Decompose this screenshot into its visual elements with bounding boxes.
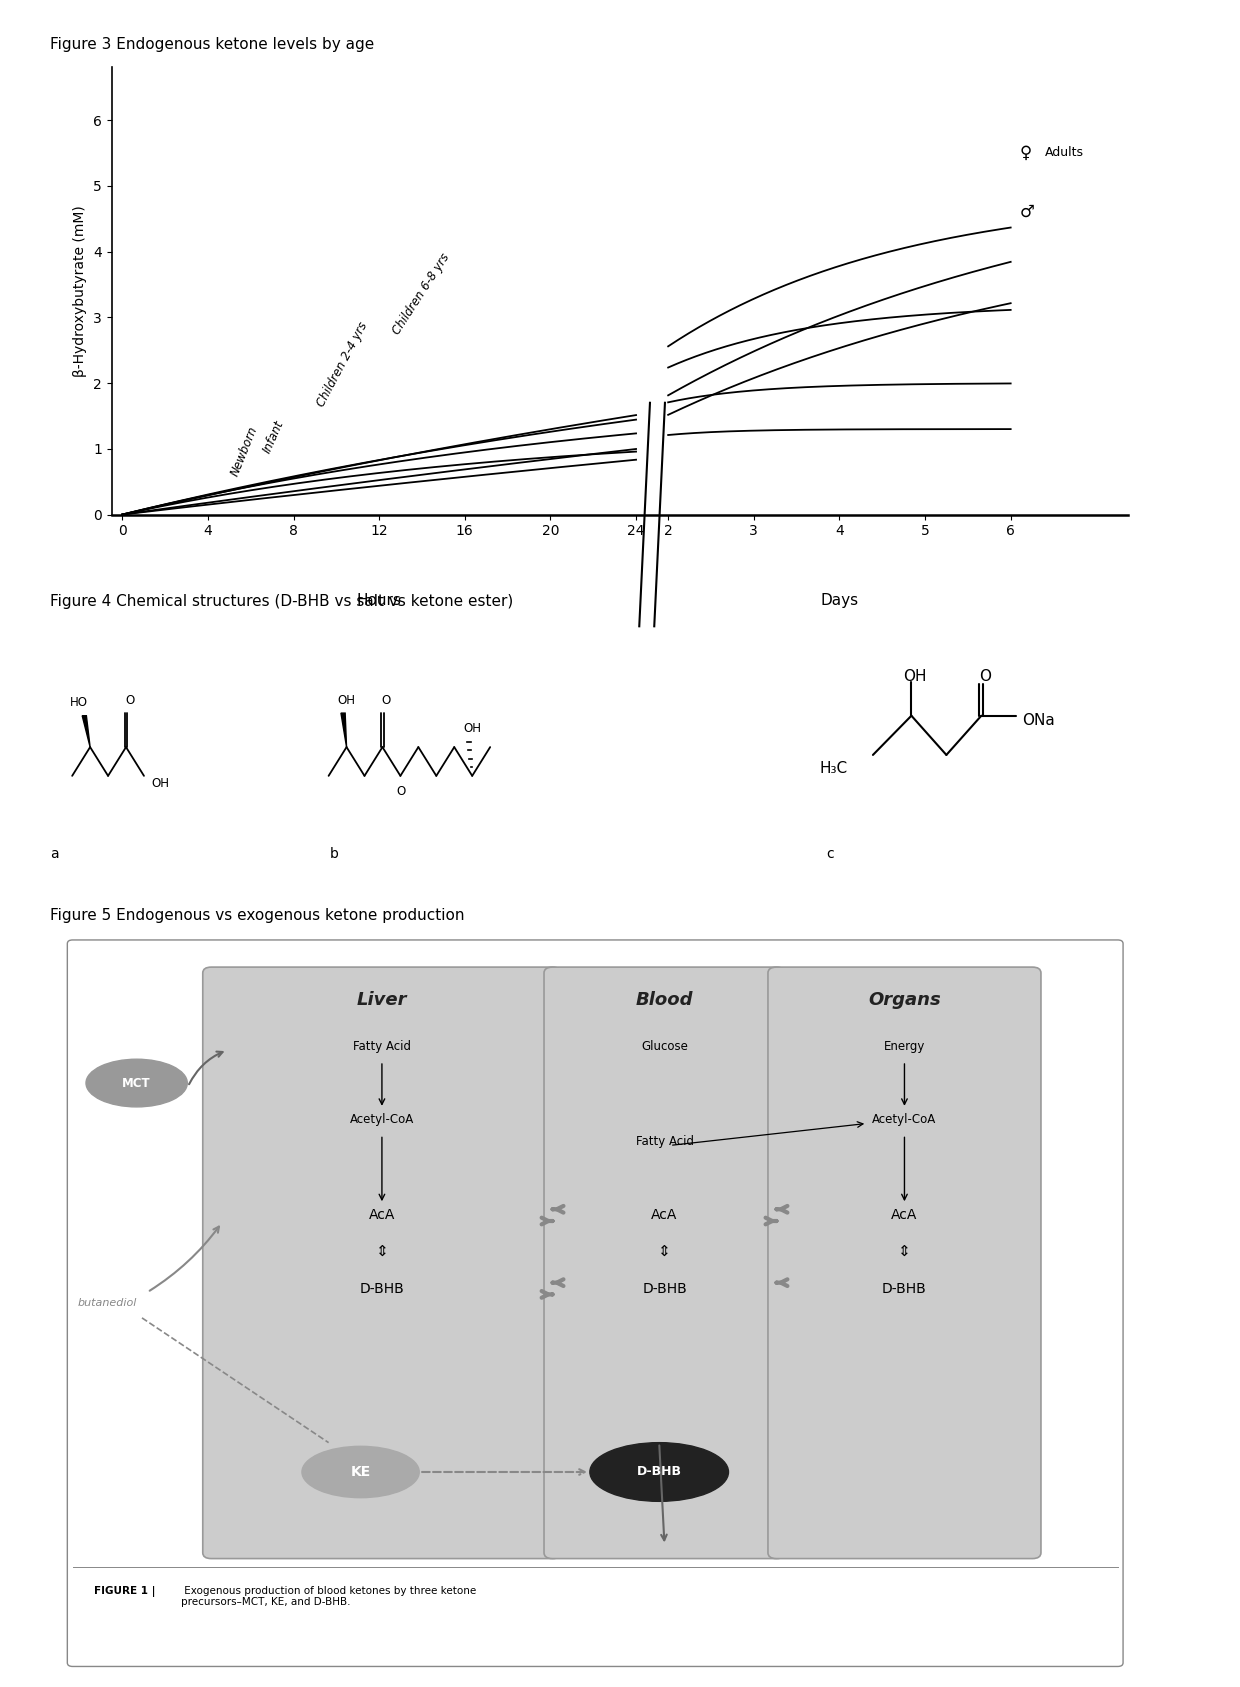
Text: Adults: Adults [1045,147,1084,160]
Text: Acetyl-CoA: Acetyl-CoA [872,1113,936,1127]
Text: Fatty Acid: Fatty Acid [636,1135,693,1149]
Text: Children 2-4 yrs: Children 2-4 yrs [314,321,370,410]
Text: c: c [826,847,833,862]
Text: ♀: ♀ [1019,143,1032,162]
Text: Acetyl-CoA: Acetyl-CoA [350,1113,414,1127]
Text: b: b [330,847,339,862]
Text: AcA: AcA [892,1208,918,1221]
FancyBboxPatch shape [67,940,1123,1667]
Text: Fatty Acid: Fatty Acid [353,1039,410,1053]
Text: O: O [125,693,134,707]
Text: FIGURE 1 |: FIGURE 1 | [94,1586,155,1596]
Text: ⇕: ⇕ [658,1245,671,1259]
Text: Liver: Liver [357,992,407,1009]
Text: KE: KE [351,1464,371,1479]
Text: Exogenous production of blood ketones by three ketone
precursors–MCT, KE, and D-: Exogenous production of blood ketones by… [181,1586,476,1608]
Text: Days: Days [821,594,858,609]
Text: OH: OH [151,778,169,790]
Text: Blood: Blood [636,992,693,1009]
Text: ⇕: ⇕ [376,1245,388,1259]
Text: Infant: Infant [260,418,286,455]
Text: Figure 3 Endogenous ketone levels by age: Figure 3 Endogenous ketone levels by age [50,37,373,52]
Text: OH: OH [337,693,356,707]
Text: MCT: MCT [123,1076,151,1090]
FancyBboxPatch shape [768,967,1040,1559]
Text: OH: OH [464,722,481,736]
Text: Hours: Hours [357,594,402,609]
Text: Children 6-8 yrs: Children 6-8 yrs [389,251,451,337]
Text: OH: OH [903,670,926,683]
Y-axis label: β-Hydroxybutyrate (mM): β-Hydroxybutyrate (mM) [73,206,88,376]
Text: D-BHB: D-BHB [360,1282,404,1296]
Text: Organs: Organs [868,992,941,1009]
Text: D-BHB: D-BHB [882,1282,926,1296]
FancyBboxPatch shape [203,967,560,1559]
Text: a: a [51,847,60,862]
Text: Glucose: Glucose [641,1039,688,1053]
Text: O: O [397,784,405,798]
Bar [73,1567,1117,1663]
Text: Energy: Energy [884,1039,925,1053]
Text: H₃C: H₃C [820,761,847,776]
Text: ONa: ONa [1022,714,1055,729]
Text: Figure 4 Chemical structures (D-BHB vs salt vs ketone ester): Figure 4 Chemical structures (D-BHB vs s… [50,594,513,609]
Ellipse shape [303,1446,419,1498]
Text: HO: HO [69,697,88,709]
Text: AcA: AcA [368,1208,396,1221]
Text: D-BHB: D-BHB [636,1466,682,1478]
Text: O: O [382,693,391,707]
Text: Newborn: Newborn [228,425,260,479]
Ellipse shape [590,1442,729,1501]
Text: ♂: ♂ [1019,202,1034,221]
Text: AcA: AcA [651,1208,678,1221]
Text: Figure 5 Endogenous vs exogenous ketone production: Figure 5 Endogenous vs exogenous ketone … [50,908,464,923]
Text: ⇕: ⇕ [898,1245,911,1259]
Text: butanediol: butanediol [78,1299,138,1307]
FancyBboxPatch shape [544,967,785,1559]
Polygon shape [341,714,346,747]
Ellipse shape [86,1059,187,1107]
Text: D-BHB: D-BHB [642,1282,687,1296]
Text: O: O [978,670,991,683]
Polygon shape [82,715,91,747]
